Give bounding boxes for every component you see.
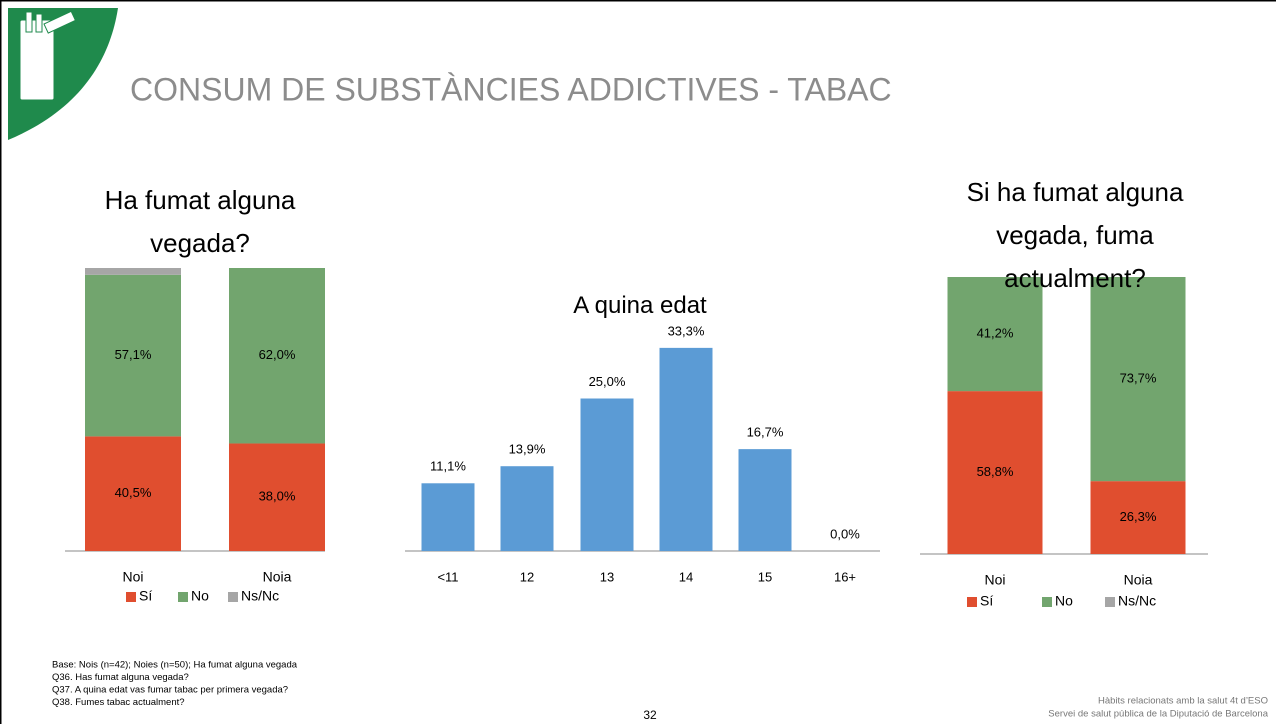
data-label: 57,1%	[115, 347, 152, 362]
x-tick-label: Noia	[263, 569, 292, 585]
bar	[501, 466, 554, 551]
chart-title: Si ha fumat alguna vegada, fuma actualme…	[950, 171, 1200, 300]
x-tick-label: 13	[600, 569, 614, 584]
data-label: 13,9%	[509, 442, 546, 457]
x-tick-label: 15	[758, 569, 772, 584]
slide-frame	[1, 1, 1276, 724]
bar	[739, 449, 792, 551]
x-tick-label: Noia	[1124, 572, 1153, 588]
bar	[422, 483, 475, 551]
x-tick-label: 16+	[834, 569, 856, 584]
slide-title: CONSUM DE SUBSTÀNCIES ADDICTIVES - TABAC	[130, 71, 892, 107]
page-number: 32	[643, 708, 657, 722]
legend-swatch	[126, 592, 136, 602]
legend-swatch	[967, 597, 977, 607]
data-label: 16,7%	[747, 425, 784, 440]
data-label: 62,0%	[259, 347, 296, 362]
legend-swatch	[228, 592, 238, 602]
footer-text: Servei de salut pública de la Diputació …	[1048, 709, 1268, 720]
legend-swatch	[1042, 597, 1052, 607]
legend-swatch	[178, 592, 188, 602]
slide-canvas: CONSUM DE SUBSTÀNCIES ADDICTIVES - TABAC…	[0, 0, 1276, 724]
bar-segment	[85, 268, 181, 275]
data-label: 26,3%	[1120, 509, 1157, 524]
bar	[581, 399, 634, 552]
chart-title: A quina edat	[490, 291, 790, 321]
footnote: Base: Nois (n=42); Noies (n=50); Ha fuma…	[52, 660, 298, 671]
footnote: Q36. Has fumat alguna vegada?	[52, 672, 189, 683]
slide: CONSUM DE SUBSTÀNCIES ADDICTIVES - TABAC…	[0, 0, 1276, 724]
x-tick-label: Noi	[122, 569, 143, 585]
chart-title: Ha fumat alguna vegada?	[70, 179, 330, 265]
legend-label: Sí	[139, 588, 152, 604]
data-label: 11,1%	[430, 459, 466, 474]
legend-label: Ns/Nc	[1118, 593, 1156, 609]
x-tick-label: Noi	[984, 572, 1005, 588]
legend-label: Ns/Nc	[241, 588, 279, 604]
data-label: 41,2%	[977, 325, 1014, 340]
legend-label: No	[191, 588, 209, 604]
legend-label: Sí	[980, 593, 993, 609]
data-label: 33,3%	[668, 323, 705, 338]
legend-swatch	[1105, 597, 1115, 607]
x-tick-label: 14	[679, 569, 693, 584]
x-tick-label: 12	[520, 569, 534, 584]
data-label: 0,0%	[830, 526, 860, 541]
data-label: 25,0%	[589, 374, 626, 389]
footnote: Q37. A quina edat vas fumar tabac per pr…	[52, 685, 288, 696]
x-tick-label: <11	[437, 569, 458, 584]
footnote: Q38. Fumes tabac actualment?	[52, 697, 185, 708]
legend-label: No	[1055, 593, 1073, 609]
data-label: 58,8%	[977, 464, 1014, 479]
data-label: 73,7%	[1120, 371, 1157, 386]
bar	[660, 348, 713, 551]
data-label: 38,0%	[259, 489, 296, 504]
footer-text: Hàbits relacionats amb la salut 4t d’ESO	[1098, 696, 1268, 707]
data-label: 40,5%	[115, 485, 152, 500]
